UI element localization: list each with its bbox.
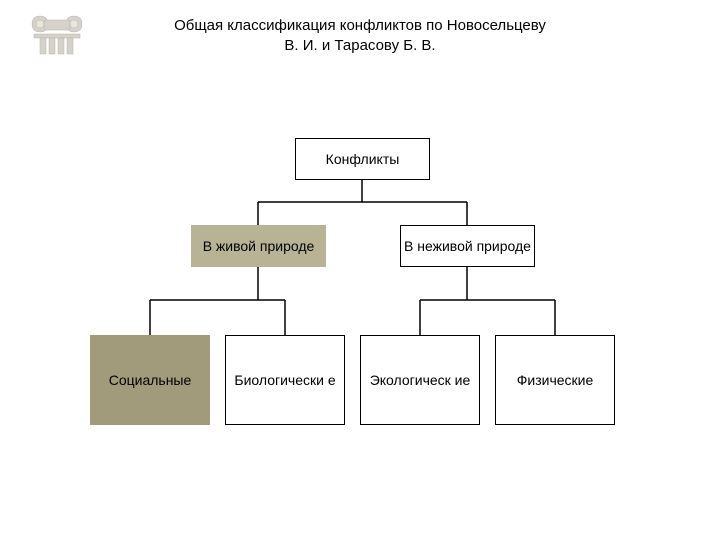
node-social: Социальные [90,335,210,425]
node-living: В живой природе [191,225,326,267]
node-eco: Экологическ ие [360,335,480,425]
classification-tree: Конфликты В живой природе В неживой природ… [0,0,720,540]
tree-connectors [0,0,720,540]
node-nonliv: В неживой природе [400,225,535,267]
node-root: Конфликты [295,138,430,180]
node-phys: Физические [495,335,615,425]
node-bio: Биологически е [225,335,345,425]
